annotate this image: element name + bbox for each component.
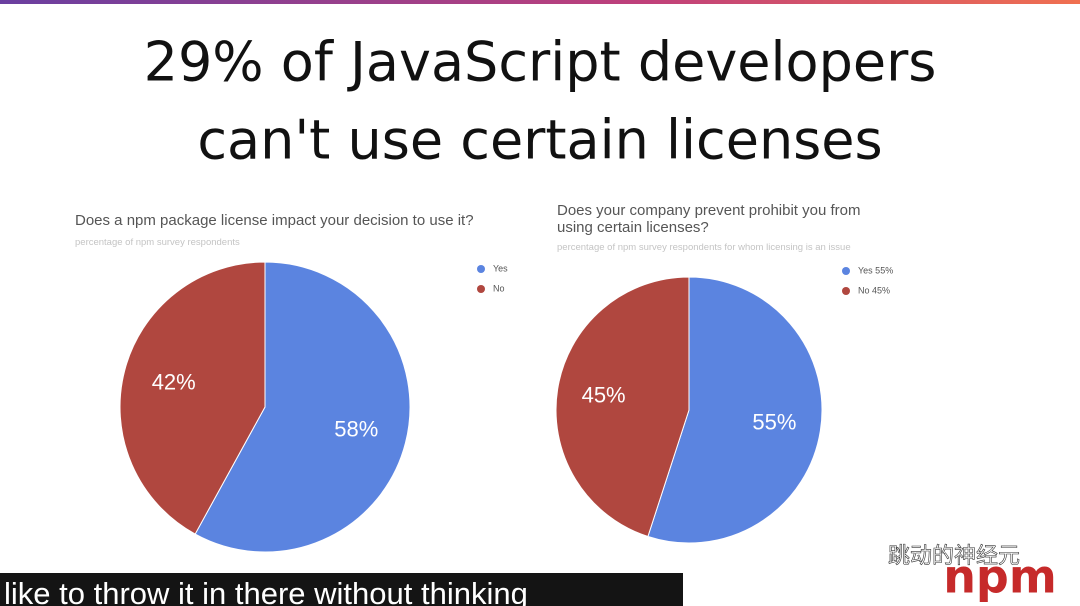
data-label: 55% xyxy=(752,409,796,434)
slide-title: 29% of JavaScript developers xyxy=(144,31,937,94)
logo: npm xyxy=(943,550,1057,604)
pie-slice xyxy=(555,276,690,538)
chart-title: Does your company prevent prohibit you f… xyxy=(557,202,861,236)
pie-slice xyxy=(647,276,823,544)
legend-marker xyxy=(842,267,850,275)
caption: like to throw it in there without thinki… xyxy=(0,573,683,606)
data-label: 42% xyxy=(152,369,196,394)
watermark: 跳动的神经元 xyxy=(888,544,1020,569)
chart-subtitle: percentage of npm survey respondents xyxy=(75,237,240,248)
pie-slice xyxy=(194,261,411,553)
chart-title: Does a npm package license impact your d… xyxy=(75,212,474,229)
slide-title: can't use certain licenses xyxy=(197,109,882,172)
legend-label: Yes xyxy=(493,263,508,273)
legend-marker xyxy=(842,287,850,295)
chart-subtitle: percentage of npm survey respondents for… xyxy=(557,242,851,253)
legend-label: No xyxy=(493,283,505,293)
legend-label: No 45% xyxy=(858,285,890,295)
legend-marker xyxy=(477,285,485,293)
data-label: 58% xyxy=(334,416,378,441)
data-label: 45% xyxy=(582,382,626,407)
legend-marker xyxy=(477,265,485,273)
legend-label: Yes 55% xyxy=(858,265,893,275)
top-bar xyxy=(0,0,1080,4)
pie-slice xyxy=(119,261,266,535)
